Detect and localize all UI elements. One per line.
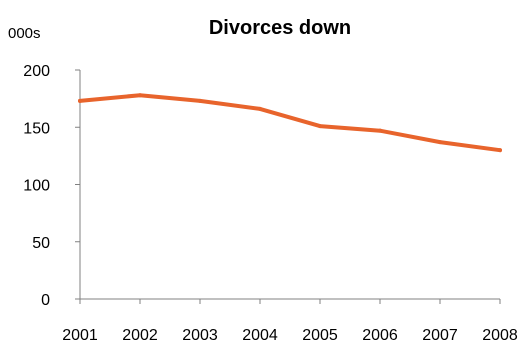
x-tick-label: 2007: [422, 327, 458, 344]
data-point-2006: [378, 128, 382, 133]
series-layer: [78, 93, 502, 153]
y-tick-label: 150: [23, 120, 50, 137]
data-point-2005: [318, 124, 322, 129]
y-tick-label: 100: [23, 178, 50, 195]
x-tick-label: 2002: [122, 327, 158, 344]
y-tick-label: 200: [23, 63, 50, 80]
x-tick-label: 2004: [242, 327, 278, 344]
chart-title: Divorces down: [209, 17, 351, 39]
x-tick-label: 2001: [62, 327, 98, 344]
data-point-2004: [258, 106, 262, 111]
data-point-2007: [438, 140, 442, 145]
x-tick-label: 2006: [362, 327, 398, 344]
data-point-2001: [78, 98, 82, 103]
x-tick-label: 2005: [302, 327, 338, 344]
data-point-2008: [498, 148, 502, 153]
y-tick-label: 0: [41, 292, 50, 309]
x-axis-ticks: 2001 2002 2003 2004 2005 2006 2007 2008: [62, 299, 518, 344]
data-point-2003: [198, 98, 202, 103]
y-tick-label: 50: [32, 235, 50, 252]
data-point-2002: [138, 93, 142, 98]
y-axis-unit-label: 000s: [8, 25, 41, 42]
x-tick-label: 2008: [482, 327, 518, 344]
x-tick-label: 2003: [182, 327, 218, 344]
y-axis-ticks: 0 50 100 150 200: [23, 63, 80, 309]
series-line: [78, 93, 502, 153]
